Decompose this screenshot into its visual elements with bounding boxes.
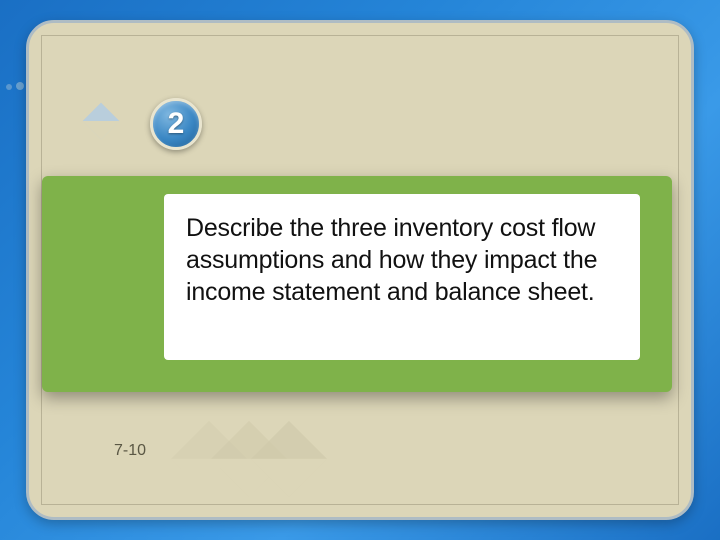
slide-frame: 2 Describe the three inventory cost flow… xyxy=(26,20,694,520)
decor-dot xyxy=(6,84,12,90)
chevron-icon xyxy=(251,421,327,497)
decor-dot xyxy=(16,82,24,90)
objective-number: 2 xyxy=(168,107,185,141)
objective-number-badge: 2 xyxy=(150,98,202,150)
content-inner: Describe the three inventory cost flow a… xyxy=(164,194,640,360)
slide-inner-frame: 2 Describe the three inventory cost flow… xyxy=(41,35,679,505)
body-text: Describe the three inventory cost flow a… xyxy=(186,212,618,308)
arrow-diamond-icon xyxy=(83,103,120,140)
page-number: 7-10 xyxy=(114,442,146,460)
content-box: Describe the three inventory cost flow a… xyxy=(42,176,672,392)
